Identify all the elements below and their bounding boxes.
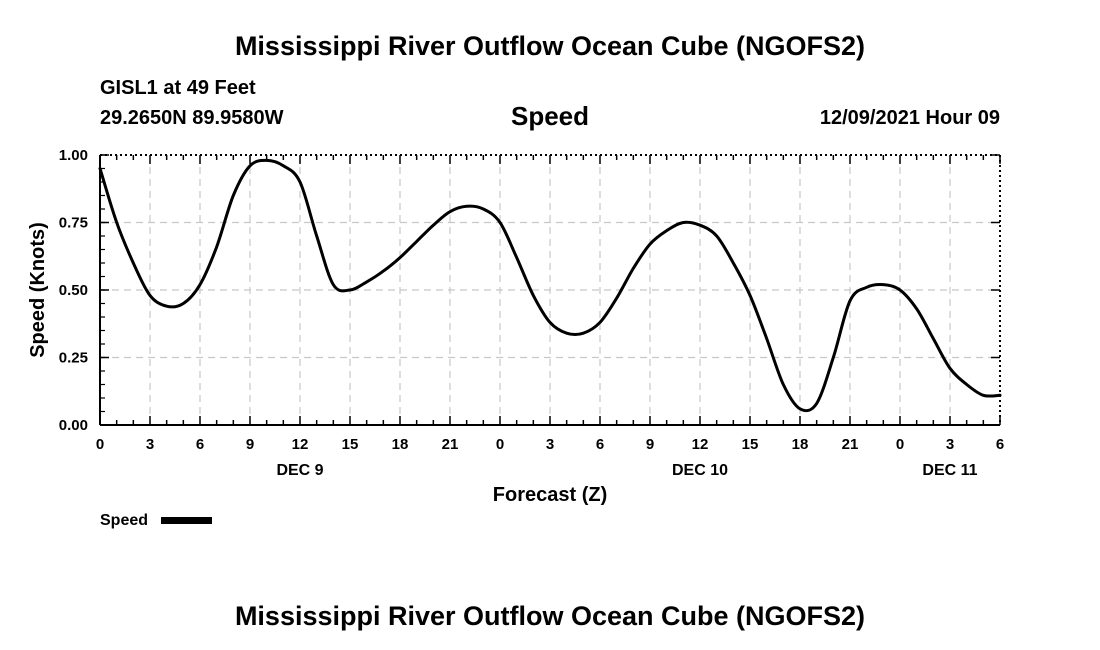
y-tick-label: 0.50 <box>59 282 88 299</box>
header-title: Mississippi River Outflow Ocean Cube (NG… <box>234 31 866 61</box>
x-axis-label: Forecast (Z) <box>493 484 607 506</box>
legend: Speed <box>100 512 212 529</box>
x-tick-label: 15 <box>742 436 759 453</box>
y-tick-label: 0.25 <box>59 350 88 367</box>
y-axis-label: Speed (Knots) <box>27 222 49 358</box>
grid-lines <box>100 155 1000 425</box>
date-label: DEC 10 <box>672 462 728 479</box>
x-tick-label: 21 <box>442 436 459 453</box>
x-tick-label: 18 <box>392 436 409 453</box>
tick-labels: 0 3 6 9 12 15 18 21 0 3 6 9 12 15 18 21 0 3 6 0.00 0.25 0.50 0… <box>59 147 1004 479</box>
plot-title: Speed <box>510 101 590 131</box>
x-tick-label: 0 <box>496 436 504 453</box>
y-tick-label: 1.00 <box>59 147 88 164</box>
x-tick-label: 21 <box>842 436 859 453</box>
x-tick-label: 12 <box>292 436 309 453</box>
x-tick-label: 9 <box>246 436 254 453</box>
y-tick-label: 0.00 <box>59 417 88 434</box>
x-tick-label: 9 <box>646 436 654 453</box>
station-coordinates: 29.2650N 89.9580W <box>100 107 284 129</box>
legend-swatch <box>161 517 212 524</box>
x-tick-label: 3 <box>146 436 154 453</box>
station-name: GISL1 at 49 Feet <box>100 77 256 99</box>
date-label: DEC 9 <box>276 462 323 479</box>
date-label: DEC 11 <box>922 462 977 479</box>
y-tick-label: 0.75 <box>59 215 88 232</box>
x-tick-label: 6 <box>596 436 604 453</box>
x-tick-label: 3 <box>946 436 954 453</box>
x-tick-label: 15 <box>342 436 359 453</box>
x-tick-label: 12 <box>692 436 709 453</box>
x-tick-label: 0 <box>96 436 104 453</box>
speed-series-line <box>98 158 1002 413</box>
footer-title: Mississippi River Outflow Ocean Cube (NG… <box>234 601 866 631</box>
x-tick-label: 18 <box>792 436 809 453</box>
x-tick-label: 3 <box>546 436 554 453</box>
forecast-timestamp: 12/09/2021 Hour 09 <box>819 107 1000 129</box>
x-tick-label: 0 <box>896 436 904 453</box>
axis-ticks <box>99 154 1001 426</box>
x-tick-label: 6 <box>996 436 1004 453</box>
x-tick-label: 6 <box>196 436 204 453</box>
legend-label: Speed <box>100 512 148 529</box>
